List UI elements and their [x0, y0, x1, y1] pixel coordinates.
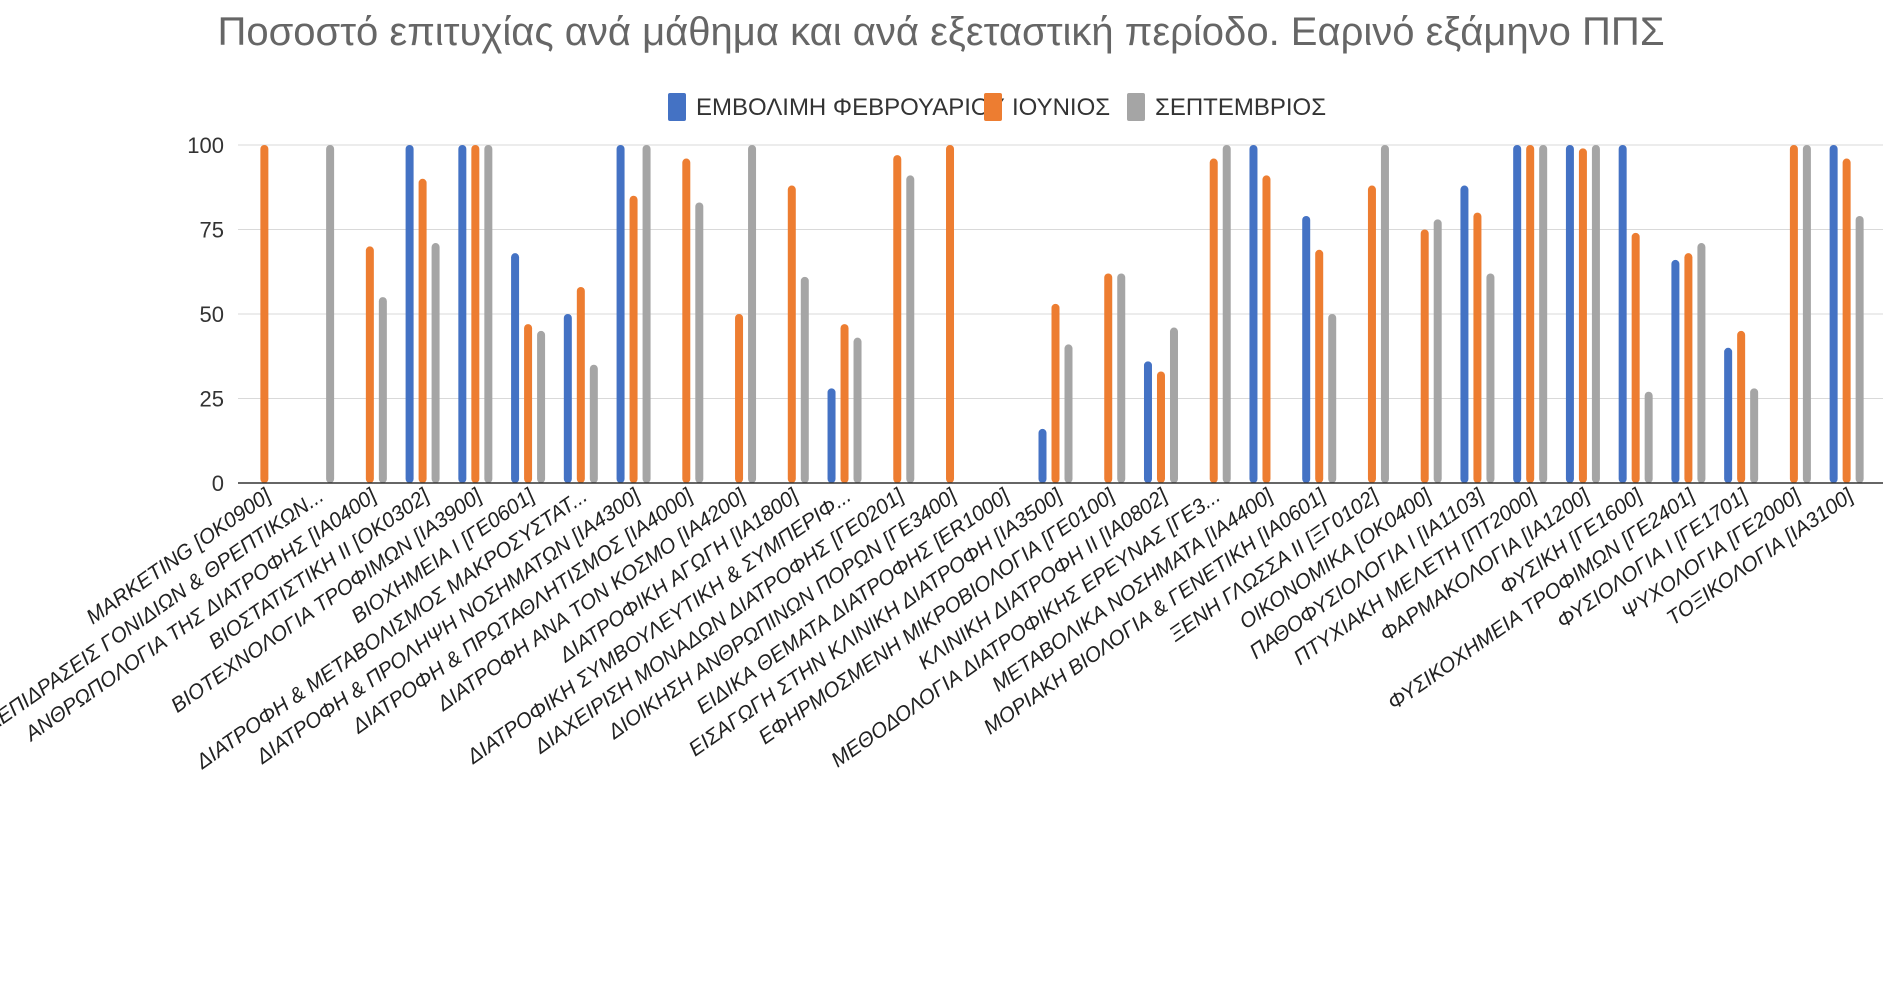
bar-series-3	[326, 145, 335, 483]
y-axis-tick-labels: 0 25 50 75 100	[187, 133, 224, 496]
bar-series-2	[787, 185, 796, 483]
bar-series-2	[1262, 175, 1271, 484]
bar-series-2	[1473, 212, 1482, 483]
bar-series-3	[1591, 145, 1600, 483]
bar-series-3	[1169, 327, 1178, 483]
bar-series-1	[563, 314, 572, 483]
bar-series-2	[735, 314, 744, 483]
bar-series-3	[1328, 314, 1337, 483]
x-axis-category-labels: MARKETING [OK0900]ΑΛΛΗΛΕΠΙΔΡΑΣΕΙΣ ΓΟΝΙΔΙ…	[0, 484, 1858, 775]
bar-series-2	[1315, 249, 1324, 483]
bar-series-2	[1789, 145, 1798, 483]
chart-title: Ποσοστό επιτυχίας ανά μάθημα και ανά εξε…	[217, 10, 1664, 54]
bar-series-3	[853, 337, 862, 483]
y-tick-label: 50	[200, 302, 224, 327]
bar-series-1	[511, 253, 520, 483]
bar-series-1	[1249, 145, 1258, 483]
bar-series-1	[616, 145, 625, 483]
legend-swatch-1	[668, 93, 686, 121]
bar-series-2	[1209, 158, 1218, 483]
y-tick-label: 100	[187, 133, 224, 158]
bar-series-1	[1143, 361, 1152, 483]
legend-swatch-2	[984, 93, 1002, 121]
bar-series-2	[260, 145, 269, 483]
bar-series-3	[906, 175, 915, 484]
bar-series-2	[1684, 253, 1693, 483]
legend-swatch-3	[1127, 93, 1145, 121]
bar-series-2	[946, 145, 955, 483]
bar-series-1	[1724, 347, 1733, 483]
y-tick-label: 25	[200, 387, 224, 412]
y-tick-label: 0	[212, 471, 224, 496]
bar-series-1	[1829, 145, 1838, 483]
bar-series-3	[748, 145, 757, 483]
bar-series-3	[1433, 219, 1442, 484]
bar-series-3	[695, 202, 704, 483]
bar-series-3	[484, 145, 493, 483]
bar-series-2	[1526, 145, 1535, 483]
bar-series-2	[1104, 273, 1113, 483]
bar-series-3	[378, 297, 387, 483]
legend-label-1: ΕΜΒΟΛΙΜΗ ΦΕΒΡΟΥΑΡΙΟΥ	[696, 94, 1005, 121]
bar-series-3	[1117, 273, 1126, 483]
bar-series-2	[1367, 185, 1376, 483]
bar-series-3	[642, 145, 651, 483]
bar-series-2	[840, 324, 849, 483]
chart-legend: ΕΜΒΟΛΙΜΗ ΦΕΒΡΟΥΑΡΙΟΥ ΙΟΥΝΙΟΣ ΣΕΠΤΕΜΒΡΙΟΣ	[668, 93, 1326, 121]
bar-series-3	[589, 364, 598, 483]
bar-series-2	[893, 155, 902, 483]
bar-series-2	[1051, 303, 1060, 483]
legend-label-3: ΣΕΠΤΕΜΒΡΙΟΣ	[1155, 94, 1326, 121]
bar-series-2	[1842, 158, 1851, 483]
bar-series-3	[1697, 243, 1706, 483]
bar-series-2	[576, 286, 585, 483]
bar-series-1	[827, 388, 836, 483]
bar-series-1	[1618, 145, 1627, 483]
bar-series-1	[458, 145, 467, 483]
bar-series-2	[524, 324, 533, 483]
bar-series-3	[1539, 145, 1548, 483]
bar-series-2	[1420, 229, 1429, 483]
bar-series-2	[1156, 371, 1165, 483]
bar-series-1	[1038, 428, 1047, 483]
bar-series-2	[418, 178, 427, 484]
bar-series-2	[1578, 148, 1587, 483]
bars	[260, 145, 1864, 484]
bar-series-1	[1513, 145, 1522, 483]
bar-series-3	[537, 330, 546, 483]
bar-series-2	[1737, 330, 1746, 483]
bar-series-2	[629, 195, 638, 483]
legend-label-2: ΙΟΥΝΙΟΣ	[1012, 94, 1110, 121]
bar-series-1	[1460, 185, 1469, 483]
bar-series-3	[800, 276, 809, 483]
bar-series-3	[1802, 145, 1811, 483]
bar-series-3	[1855, 215, 1864, 484]
bar-series-3	[431, 243, 440, 483]
bar-series-1	[1565, 145, 1574, 483]
bar-series-2	[682, 158, 691, 483]
bar-series-3	[1486, 273, 1495, 483]
bar-series-2	[1631, 232, 1640, 483]
y-tick-label: 75	[200, 218, 224, 243]
bar-series-1	[1302, 215, 1311, 484]
bar-series-3	[1222, 145, 1231, 483]
bar-series-2	[365, 246, 374, 483]
bar-series-3	[1750, 388, 1759, 483]
bar-series-3	[1644, 391, 1653, 483]
bar-series-3	[1064, 344, 1073, 483]
bar-series-3	[1380, 145, 1389, 483]
bar-series-1	[1671, 259, 1680, 483]
bar-series-1	[405, 145, 414, 483]
bar-series-2	[471, 145, 480, 483]
